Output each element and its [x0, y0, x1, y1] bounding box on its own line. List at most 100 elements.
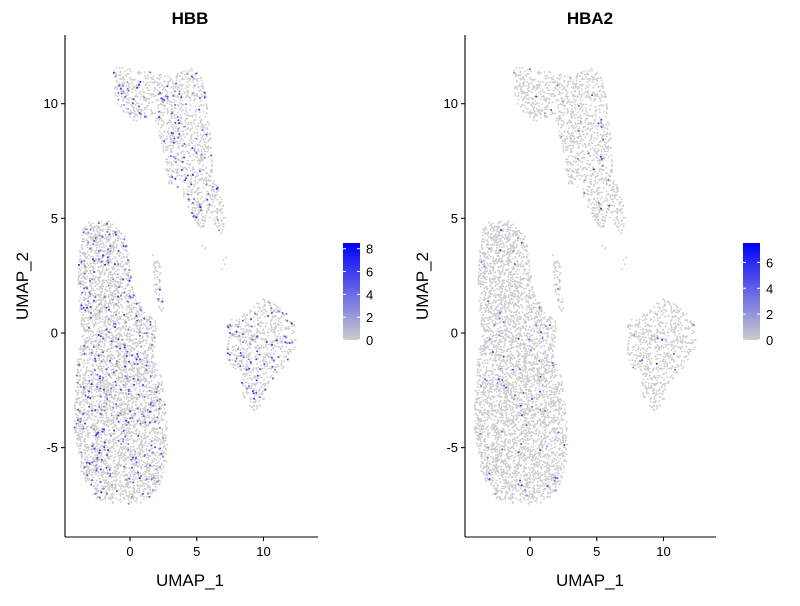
data-point [194, 125, 197, 128]
data-point [105, 490, 108, 493]
data-point [149, 81, 151, 83]
data-point [104, 379, 106, 382]
data-point [194, 180, 197, 183]
data-point [145, 456, 148, 459]
data-point [201, 164, 204, 167]
data-point [198, 105, 201, 107]
data-point [84, 401, 87, 403]
data-point [136, 331, 139, 334]
data-point [80, 272, 82, 275]
data-point [184, 87, 187, 90]
data-point [201, 196, 204, 198]
data-point [116, 436, 119, 439]
data-point [129, 455, 132, 458]
data-point [208, 123, 211, 126]
data-point [199, 111, 201, 114]
data-point [122, 255, 125, 258]
data-point [88, 336, 91, 338]
data-point [146, 74, 149, 77]
data-point [107, 354, 109, 356]
data-point [168, 119, 171, 122]
data-point [197, 181, 199, 184]
data-point [126, 407, 128, 410]
data-point [220, 211, 222, 214]
data-point [114, 293, 116, 296]
data-point [173, 101, 176, 104]
data-point [198, 158, 200, 161]
data-point [102, 422, 104, 425]
data-point [155, 483, 157, 486]
data-point [107, 275, 110, 278]
data-point [94, 252, 97, 255]
data-point [139, 501, 142, 504]
data-point [131, 340, 134, 343]
data-point [104, 476, 107, 478]
data-point [118, 368, 121, 371]
data-point [153, 438, 156, 440]
data-point [143, 99, 145, 101]
data-point [97, 490, 99, 493]
data-point [113, 285, 116, 288]
data-point [117, 74, 120, 76]
data-point [100, 384, 103, 387]
data-point [126, 285, 128, 288]
data-point [147, 412, 150, 414]
data-point [84, 298, 87, 300]
data-point [179, 120, 182, 123]
data-point [121, 446, 124, 449]
data-point [197, 148, 200, 151]
data-point [86, 262, 89, 265]
data-point [177, 86, 180, 89]
data-point [129, 110, 132, 113]
data-point [189, 155, 192, 158]
data-point [199, 144, 202, 147]
data-point [87, 272, 90, 275]
data-point [194, 200, 197, 203]
data-point [111, 284, 114, 287]
data-point [150, 109, 153, 111]
data-point [82, 334, 85, 337]
data-point [119, 398, 122, 401]
data-point [128, 96, 131, 99]
data-point [198, 210, 201, 213]
data-point [95, 258, 97, 261]
data-point [170, 125, 173, 127]
data-point [108, 264, 110, 267]
data-point [100, 290, 102, 293]
data-point [104, 362, 107, 365]
data-point [84, 457, 86, 459]
data-point [196, 131, 199, 134]
data-point [168, 181, 170, 184]
data-point [178, 174, 181, 177]
data-point [188, 84, 191, 86]
data-point [126, 435, 129, 437]
data-point [168, 99, 171, 101]
data-point [157, 99, 160, 102]
data-point [86, 359, 89, 361]
data-point [128, 362, 131, 365]
data-point [202, 87, 205, 89]
data-point [109, 376, 112, 379]
data-point [193, 131, 196, 134]
data-point [133, 86, 135, 89]
data-point [99, 266, 102, 268]
data-point [120, 380, 123, 383]
data-point [108, 295, 110, 298]
data-point [103, 342, 106, 345]
data-point [147, 92, 150, 95]
data-point [108, 404, 110, 406]
data-point [110, 343, 113, 346]
data-point [196, 189, 199, 192]
data-point [161, 104, 164, 106]
data-point [112, 268, 115, 271]
data-point [116, 81, 119, 83]
data-point [196, 197, 199, 200]
data-point [201, 191, 203, 194]
data-point [139, 340, 141, 343]
data-point [81, 335, 84, 338]
data-point [104, 300, 106, 303]
data-point [144, 429, 147, 432]
data-point [125, 459, 127, 462]
data-point [121, 403, 124, 406]
data-point [201, 213, 203, 216]
